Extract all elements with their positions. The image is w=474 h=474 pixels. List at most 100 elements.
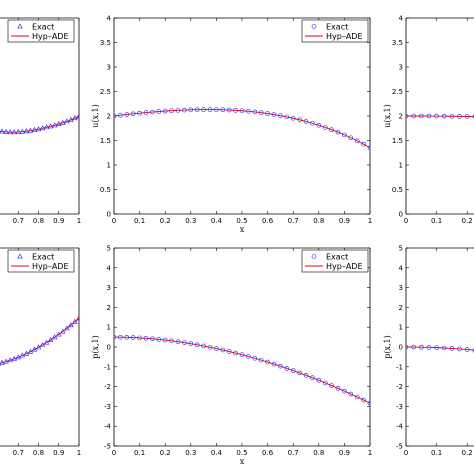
exact-marker <box>297 117 302 123</box>
exact-marker <box>68 322 74 328</box>
exact-marker <box>367 400 370 406</box>
y-tick-label: 2.5 <box>392 88 403 96</box>
x-tick-label: 0.9 <box>53 449 64 457</box>
x-tick-label: 0.1 <box>134 217 145 225</box>
exact-marker <box>284 366 290 371</box>
exact-marker <box>68 116 74 122</box>
exact-marker <box>7 357 13 363</box>
exact-marker <box>434 113 439 119</box>
exact-marker <box>162 108 168 114</box>
series-line-hyp-ade <box>406 346 474 351</box>
y-tick-label: 3 <box>107 284 111 292</box>
legend-label-hyp-ade: Hyp–ADE <box>32 262 69 271</box>
exact-marker <box>64 118 70 124</box>
x-tick-label: 0.8 <box>33 217 44 225</box>
exact-marker <box>11 355 17 361</box>
exact-marker <box>150 336 155 342</box>
plot-area <box>114 334 370 406</box>
exact-marker <box>156 109 162 114</box>
y-tick-label: 0 <box>399 211 403 219</box>
exact-marker <box>56 331 62 337</box>
exact-marker <box>201 343 206 349</box>
exact-marker <box>348 391 354 397</box>
x-tick-label: 0.3 <box>185 449 196 457</box>
exact-marker <box>150 109 155 115</box>
exact-marker <box>124 112 130 117</box>
y-tick-label: 1.5 <box>392 137 403 145</box>
exact-marker <box>47 123 54 129</box>
x-tick-label: 0.2 <box>462 217 473 225</box>
exact-marker <box>7 129 13 135</box>
legend-box <box>7 19 75 43</box>
y-tick-label: 0 <box>107 344 111 352</box>
x-tick-label: 0.2 <box>462 449 473 457</box>
x-tick-label: 0 <box>404 217 408 225</box>
exact-marker <box>51 334 58 340</box>
exact-marker <box>214 107 219 112</box>
y-tick-label: -1 <box>104 363 111 371</box>
exact-marker <box>35 126 42 132</box>
y-tick-label: 1 <box>399 324 403 332</box>
legend-label-hyp-ade: Hyp–ADE <box>326 262 363 271</box>
exact-marker <box>43 339 50 345</box>
exact-marker <box>143 335 149 341</box>
exact-marker <box>411 344 416 350</box>
exact-marker <box>303 119 309 124</box>
x-tick-label: 0.2 <box>160 449 171 457</box>
exact-marker <box>201 107 206 112</box>
exact-marker <box>348 135 354 141</box>
exact-marker <box>322 380 328 386</box>
y-tick-label: 0.5 <box>100 186 111 194</box>
legend-label-exact: Exact <box>326 23 348 32</box>
exact-marker <box>207 107 213 112</box>
y-tick-label: 5 <box>107 245 111 253</box>
y-tick-label: 2 <box>107 304 111 312</box>
x-tick-label: 0.6 <box>262 449 274 457</box>
exact-marker <box>441 345 447 351</box>
y-axis-label: p(x,1) <box>91 335 100 359</box>
x-tick-label: 0.3 <box>185 217 196 225</box>
x-tick-label: 0.9 <box>53 217 64 225</box>
exact-marker <box>169 338 174 344</box>
exact-marker <box>188 107 194 113</box>
exact-marker <box>226 107 232 113</box>
x-tick-label: 1 <box>77 217 81 225</box>
exact-marker <box>175 108 181 113</box>
exact-marker <box>0 359 5 365</box>
legend-box <box>301 19 369 43</box>
x-tick-label: 0.7 <box>288 217 299 225</box>
exact-marker <box>354 138 360 144</box>
exact-marker <box>118 334 123 340</box>
exact-marker <box>290 115 296 121</box>
x-tick-label: 0.1 <box>134 449 145 457</box>
exact-marker <box>265 359 270 365</box>
y-tick-label: 3 <box>399 64 403 72</box>
y-tick-label: 4 <box>399 264 404 272</box>
exact-marker <box>214 346 219 351</box>
exact-marker <box>406 113 409 119</box>
exact-marker <box>60 328 66 334</box>
x-tick-label: 0.7 <box>288 449 299 457</box>
exact-marker <box>72 115 78 121</box>
y-tick-label: 0 <box>107 211 111 219</box>
exact-marker <box>335 129 341 135</box>
exact-marker <box>76 315 79 321</box>
series-line-hyp-ade <box>0 116 79 133</box>
exact-marker <box>220 347 226 353</box>
y-tick-label: 3.5 <box>100 39 111 47</box>
exact-marker <box>15 128 21 134</box>
exact-marker <box>335 386 341 391</box>
exact-marker <box>258 357 264 363</box>
y-tick-label: 0 <box>399 344 403 352</box>
x-tick-label: 0.9 <box>339 217 350 225</box>
exact-marker <box>434 345 439 350</box>
exact-marker <box>342 388 347 394</box>
x-tick-label: 0 <box>404 449 408 457</box>
legend-label-hyp-ade: Hyp–ADE <box>32 32 69 41</box>
panel-top-right: 0 0.1 0.2 0 0.5 1 1.5 2 2.5 3 3.5 4 u(x,1) <box>383 15 474 225</box>
panel-top-middle: 0 0.1 0.2 0.3 0.4 0.5 0.6 0.7 0.8 0.9 1 0 0.5 1 1.5 2 2.… <box>91 15 372 235</box>
y-tick-label: -5 <box>104 443 111 451</box>
legend-exact-marker <box>311 24 317 29</box>
